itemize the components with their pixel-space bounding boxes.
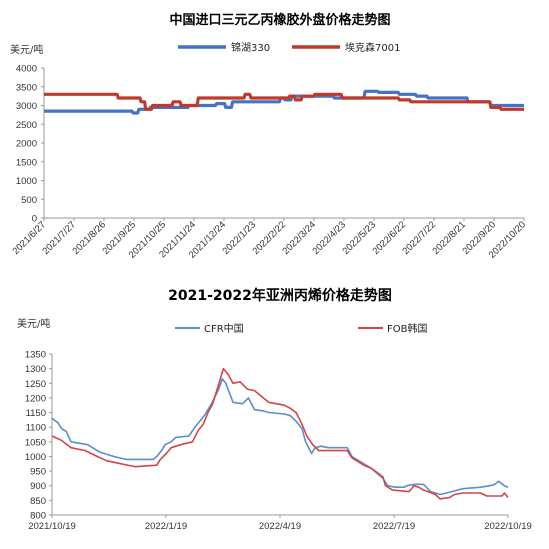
chart2-xtick-label: 2022/7/19 <box>373 521 415 532</box>
chart1-ytick-label: 4000 <box>16 64 37 75</box>
chart1-ytick-label: 3000 <box>16 101 37 112</box>
chart2-ytick-label: 1150 <box>26 408 46 419</box>
chart2-legend-label-1: FOB韩国 <box>387 322 427 335</box>
chart1-legend-label-0: 锦湖330 <box>231 41 270 54</box>
chart2-ylabel: 美元/吨 <box>17 317 50 330</box>
chart2-legend-label-0: CFR中国 <box>204 322 244 335</box>
chart2-xtick-label: 2021/10/19 <box>28 521 76 532</box>
chart1-ytick-label: 1500 <box>16 157 37 168</box>
chart2-series-1-line <box>51 367 509 500</box>
chart1-legend-label-1: 埃克森7001 <box>345 41 400 54</box>
chart2-xtick-label: 2022/1/19 <box>145 521 187 532</box>
chart2-ytick-label: 1050 <box>25 437 46 448</box>
chart2-title: 2021-2022年亚洲丙烯价格走势图 <box>168 287 392 304</box>
chart2-series-0-line <box>51 378 509 496</box>
chart2-ytick-label: 900 <box>30 481 46 492</box>
chart1-ytick-label: 500 <box>21 195 37 206</box>
chart2-ytick-label: 1300 <box>25 364 46 375</box>
chart2-xtick-label: 2022/10/19 <box>484 521 532 532</box>
chart1-ytick-label: 0 <box>32 214 37 225</box>
chart2-ytick-label: 800 <box>30 511 46 522</box>
chart2-ytick-label: 850 <box>30 496 46 507</box>
chart1-ytick-label: 2000 <box>16 139 37 150</box>
chart1-series-1-line <box>44 92 524 111</box>
chart2-ytick-label: 1000 <box>25 452 46 463</box>
chart1-ytick-label: 3500 <box>16 82 37 93</box>
chart1-ytick-label: 2500 <box>16 120 37 131</box>
chart2-ytick-label: 1100 <box>26 423 46 434</box>
chart2-ytick-label: 950 <box>30 467 46 478</box>
chart1-ytick-label: 1000 <box>16 176 37 187</box>
chart2-xtick-label: 2022/4/19 <box>259 521 301 532</box>
chart2-ytick-label: 1250 <box>25 379 46 390</box>
chart1-ylabel: 美元/吨 <box>10 43 43 56</box>
chart2-ytick-label: 1350 <box>25 350 46 361</box>
chart2-ytick-label: 1200 <box>25 393 46 404</box>
chart1-title: 中国进口三元乙丙橡胶外盘价格走势图 <box>169 12 390 28</box>
